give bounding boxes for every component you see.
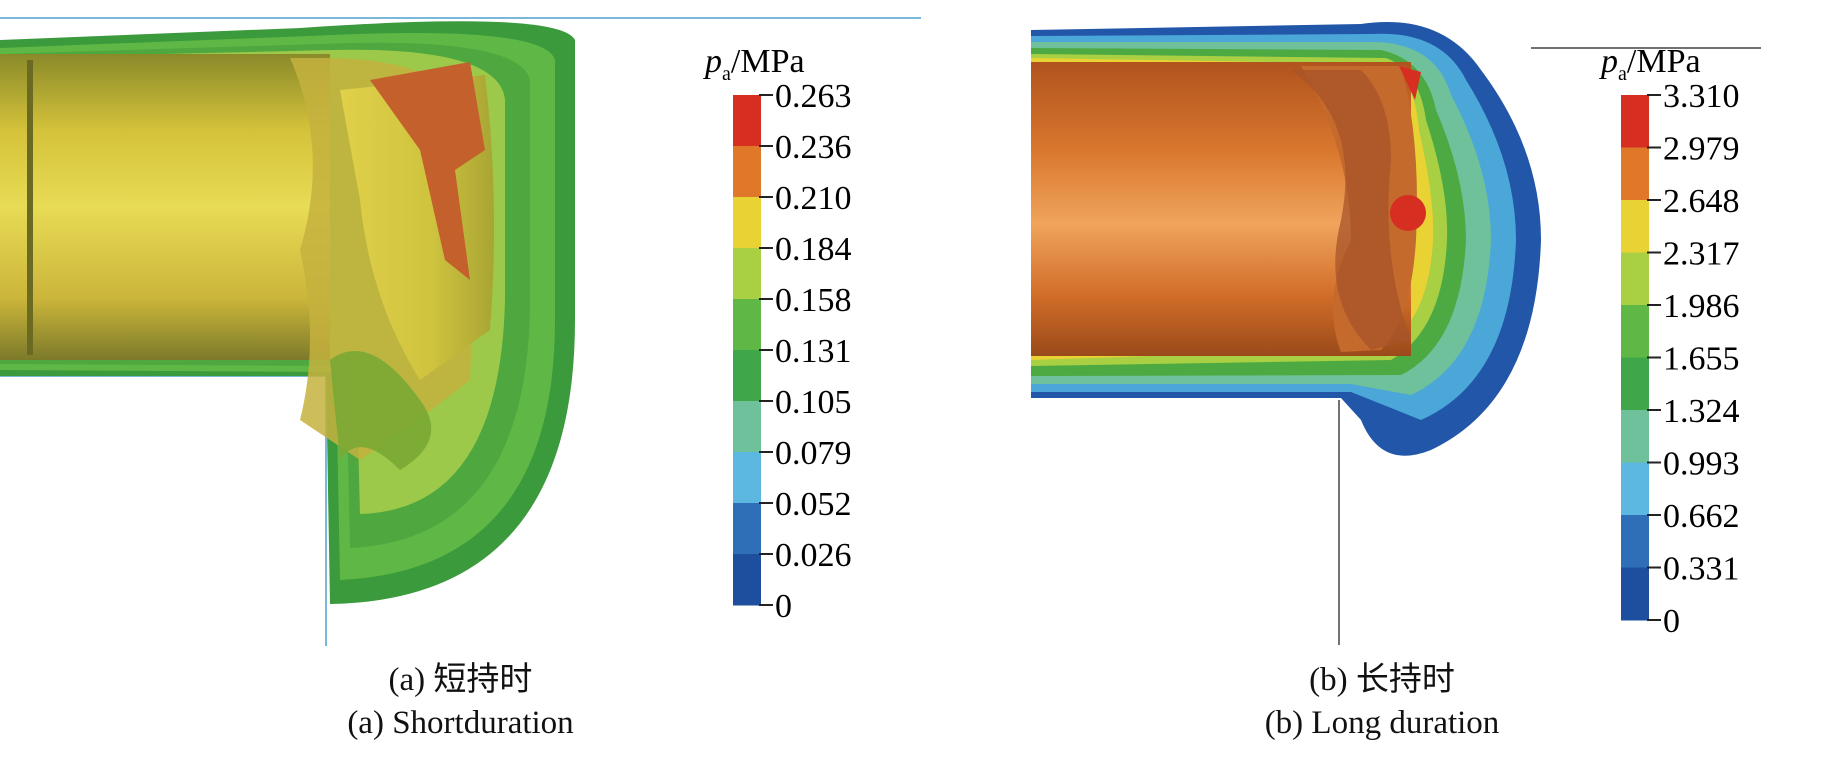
- contour-figure-a: pa/MPa 0.263 0.236 0.210 0.184 0.158 0.131 0.1…: [0, 17, 921, 646]
- colorbar-tick-label: 0.662: [1663, 498, 1740, 535]
- colorbar-tick-label: 0.026: [775, 537, 852, 574]
- caption-en-a: (a) Shortduration: [347, 705, 574, 741]
- colorbar-segment: [1621, 515, 1649, 568]
- colorbar-segment: [733, 554, 761, 606]
- colorbar-tick-label: 0.052: [775, 486, 852, 523]
- colorbar-tick-label: 0.105: [775, 384, 852, 421]
- colorbar-tick-label: 1.324: [1663, 393, 1740, 430]
- colorbar-segment: [1621, 147, 1649, 201]
- colorbar-tick-label: 1.655: [1663, 341, 1740, 378]
- colorbar-b: 3.310 2.979 2.648 2.317 1.986 1.655 1.324 0.993…: [1621, 78, 1740, 640]
- contour-figure-b: pa/MPa 3.310 2.979 2.648 2.317 1.986 1.655 1.3…: [1031, 21, 1761, 645]
- colorbar-segment: [733, 503, 761, 555]
- colorbar-tick-label: 0: [1663, 603, 1680, 640]
- colorbar-segment: [1621, 200, 1649, 253]
- colorbar-a: 0.263 0.236 0.210 0.184 0.158 0.131 0.105 0.079…: [733, 78, 852, 625]
- colorbar-segment: [733, 299, 761, 351]
- panel-short-duration: pa/MPa 0.263 0.236 0.210 0.184 0.158 0.131 0.1…: [0, 0, 921, 769]
- colorbar-segment: [733, 146, 761, 198]
- colorbar-title-b: pa/MPa: [1599, 43, 1701, 85]
- hot-zone-a: [370, 62, 485, 280]
- colorbar-segment: [733, 350, 761, 402]
- colorbar-tick-label: 0.079: [775, 435, 852, 472]
- colorbar-title-a: pa/MPa: [703, 43, 805, 85]
- colorbar-tick-label: 2.648: [1663, 183, 1740, 220]
- panel-long-duration: pa/MPa 3.310 2.979 2.648 2.317 1.986 1.655 1.3…: [921, 0, 1843, 769]
- cap-fold-b: [1291, 70, 1411, 350]
- colorbar-tick-label: 0.131: [775, 333, 852, 370]
- caption-cn-b: (b) 长持时: [1309, 662, 1455, 698]
- colorbar-tick-label: 0: [775, 588, 792, 625]
- colorbar-tick-label: 0.263: [775, 78, 852, 115]
- hot-zone-top-b: [1399, 66, 1421, 100]
- colorbar-tick-label: 0.210: [775, 180, 852, 217]
- pipe-body-a: [0, 54, 330, 360]
- colorbar-segment: [733, 401, 761, 453]
- colorbar-segment: [1621, 252, 1649, 306]
- colorbar-tick-label: 2.317: [1663, 236, 1740, 273]
- lower-fold-a: [330, 351, 432, 470]
- colorbar-tick-label: 0.993: [1663, 446, 1740, 483]
- caption-cn-a: (a) 短持时: [388, 662, 533, 698]
- colorbar-segment: [1621, 567, 1649, 621]
- colorbar-segment: [1621, 357, 1649, 411]
- hot-spot-b: [1390, 195, 1426, 231]
- colorbar-segment: [1621, 95, 1649, 148]
- colorbar-tick-label: 3.310: [1663, 78, 1740, 115]
- colorbar-segment: [1621, 410, 1649, 463]
- colorbar-tick-label: 0.331: [1663, 551, 1740, 588]
- colorbar-segment: [733, 197, 761, 249]
- colorbar-tick-label: 0.184: [775, 231, 852, 268]
- caption-en-b: (b) Long duration: [1264, 705, 1500, 741]
- colorbar-tick-label: 0.236: [775, 129, 852, 166]
- colorbar-segment: [1621, 305, 1649, 358]
- colorbar-segment: [733, 452, 761, 504]
- colorbar-segment: [1621, 462, 1649, 516]
- colorbar-tick-label: 2.979: [1663, 131, 1740, 168]
- colorbar-segment: [733, 95, 761, 147]
- colorbar-tick-label: 1.986: [1663, 288, 1740, 325]
- colorbar-segment: [733, 248, 761, 300]
- colorbar-tick-label: 0.158: [775, 282, 852, 319]
